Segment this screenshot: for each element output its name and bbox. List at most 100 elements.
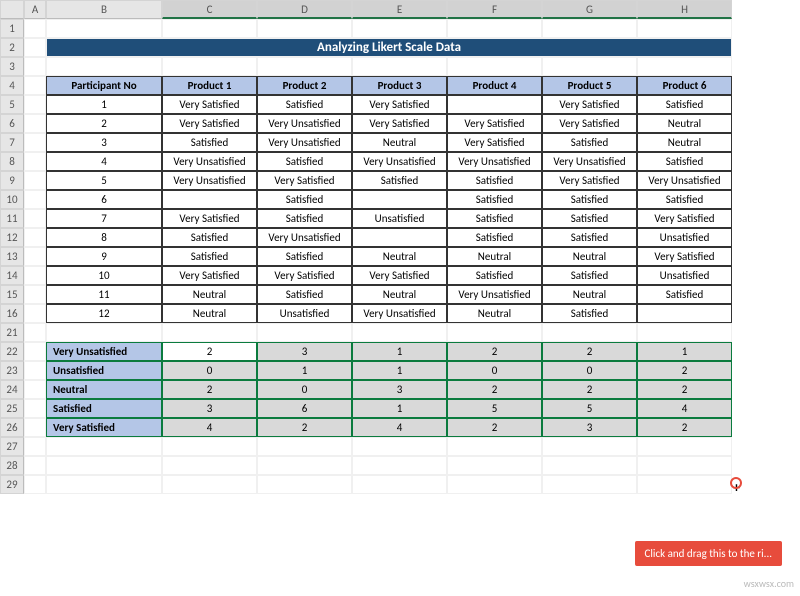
cell[interactable]: Very Satisfied (162, 266, 257, 285)
cell[interactable]: Neutral (162, 285, 257, 304)
cell[interactable]: Neutral (352, 285, 447, 304)
cell[interactable]: Very Unsatisfied (257, 133, 352, 152)
cell[interactable] (24, 361, 46, 380)
cell[interactable]: Satisfied (542, 266, 637, 285)
cell[interactable] (257, 437, 352, 456)
cell[interactable]: Satisfied (257, 152, 352, 171)
cell[interactable]: Very Satisfied (257, 171, 352, 190)
row-header-3[interactable]: 3 (0, 57, 24, 76)
cell[interactable]: 0 (257, 380, 352, 399)
cell[interactable]: Very Satisfied (162, 209, 257, 228)
cell[interactable]: 4 (352, 418, 447, 437)
cell[interactable] (447, 95, 542, 114)
cell[interactable]: 2 (637, 361, 732, 380)
cell[interactable]: 1 (352, 342, 447, 361)
cell[interactable] (24, 209, 46, 228)
cell[interactable]: 3 (46, 133, 162, 152)
row-header-24[interactable]: 24 (0, 380, 24, 399)
cell[interactable] (447, 456, 542, 475)
cell[interactable]: Satisfied (637, 95, 732, 114)
cell[interactable]: 0 (162, 361, 257, 380)
cell[interactable]: Very Satisfied (447, 133, 542, 152)
cell[interactable]: Neutral (352, 247, 447, 266)
cell[interactable] (352, 190, 447, 209)
cell[interactable] (637, 437, 732, 456)
cell[interactable]: Satisfied (542, 209, 637, 228)
cell[interactable]: 3 (257, 342, 352, 361)
row-header-23[interactable]: 23 (0, 361, 24, 380)
cell[interactable]: 4 (46, 152, 162, 171)
cell[interactable] (637, 304, 732, 323)
cell[interactable]: 3 (542, 418, 637, 437)
cell[interactable] (542, 437, 637, 456)
cell[interactable]: Very Satisfied (542, 95, 637, 114)
cell[interactable] (24, 95, 46, 114)
row-header-21[interactable]: 21 (0, 323, 24, 342)
cell[interactable]: Neutral (162, 304, 257, 323)
cell[interactable]: Very Satisfied (637, 209, 732, 228)
cell[interactable] (24, 114, 46, 133)
row-header-6[interactable]: 6 (0, 114, 24, 133)
row-header-15[interactable]: 15 (0, 285, 24, 304)
cell[interactable]: 4 (162, 418, 257, 437)
cell[interactable]: Very Unsatisfied (162, 171, 257, 190)
cell[interactable] (46, 19, 162, 38)
cell[interactable]: Very Satisfied (542, 171, 637, 190)
cell[interactable] (24, 475, 46, 494)
cell[interactable]: 4 (637, 399, 732, 418)
cell[interactable] (352, 456, 447, 475)
cell[interactable]: 3 (162, 399, 257, 418)
cell[interactable] (24, 228, 46, 247)
cell[interactable]: Satisfied (257, 209, 352, 228)
cell[interactable] (24, 285, 46, 304)
cell[interactable]: 11 (46, 285, 162, 304)
cell[interactable]: 2 (542, 342, 637, 361)
cell[interactable]: 6 (46, 190, 162, 209)
cell[interactable] (46, 323, 162, 342)
col-header-G[interactable]: G (542, 0, 637, 19)
cell[interactable]: Unsatisfied (46, 361, 162, 380)
cell[interactable] (352, 19, 447, 38)
cell[interactable] (24, 76, 46, 95)
row-header-29[interactable]: 29 (0, 475, 24, 494)
cell[interactable]: 10 (46, 266, 162, 285)
cell[interactable]: Product 4 (447, 76, 542, 95)
cell[interactable]: Satisfied (542, 228, 637, 247)
cell[interactable] (447, 323, 542, 342)
cell[interactable] (24, 304, 46, 323)
cell[interactable]: Product 1 (162, 76, 257, 95)
cell[interactable]: Neutral (447, 304, 542, 323)
cell[interactable]: Satisfied (352, 171, 447, 190)
cell[interactable]: 5 (542, 399, 637, 418)
row-header-11[interactable]: 11 (0, 209, 24, 228)
cell[interactable] (257, 57, 352, 76)
cell[interactable]: Neutral (637, 133, 732, 152)
row-header-28[interactable]: 28 (0, 456, 24, 475)
cell[interactable] (24, 456, 46, 475)
cell[interactable] (447, 57, 542, 76)
row-header-4[interactable]: 4 (0, 76, 24, 95)
cell[interactable]: Unsatisfied (637, 228, 732, 247)
cell[interactable] (352, 228, 447, 247)
cell[interactable] (24, 342, 46, 361)
cell[interactable]: Neutral (447, 247, 542, 266)
cell[interactable] (24, 57, 46, 76)
cell[interactable]: Satisfied (162, 247, 257, 266)
cell[interactable]: Neutral (542, 285, 637, 304)
cell[interactable]: Satisfied (447, 190, 542, 209)
cell[interactable]: Neutral (352, 133, 447, 152)
cell[interactable] (542, 456, 637, 475)
cell[interactable]: Satisfied (637, 190, 732, 209)
cell[interactable]: Very Unsatisfied (46, 342, 162, 361)
cell[interactable]: Very Satisfied (637, 247, 732, 266)
row-header-25[interactable]: 25 (0, 399, 24, 418)
cell[interactable]: Very Satisfied (447, 114, 542, 133)
cell[interactable]: Satisfied (447, 228, 542, 247)
cell[interactable]: Unsatisfied (637, 266, 732, 285)
cell[interactable]: 0 (447, 361, 542, 380)
cell[interactable] (24, 152, 46, 171)
cell[interactable]: Very Satisfied (257, 266, 352, 285)
cell[interactable] (46, 456, 162, 475)
cell[interactable] (46, 475, 162, 494)
cell[interactable]: 1 (352, 361, 447, 380)
